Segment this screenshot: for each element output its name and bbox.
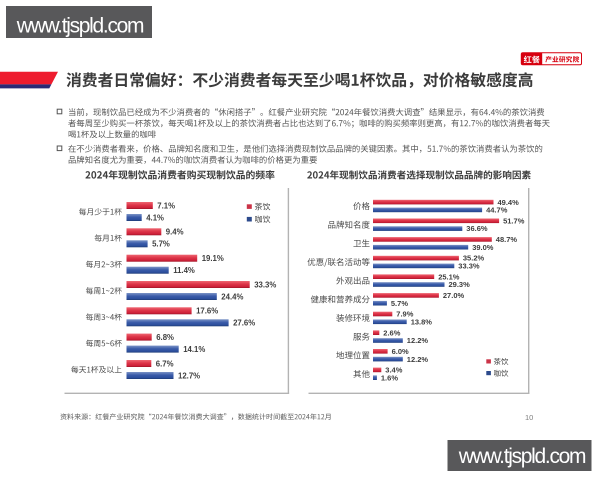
svg-text:5.7%: 5.7% <box>152 240 170 249</box>
svg-text:12.2%: 12.2% <box>407 355 429 364</box>
svg-text:25.1%: 25.1% <box>438 272 460 281</box>
svg-text:www.tjspld.com: www.tjspld.com <box>16 14 144 37</box>
svg-text:33.3%: 33.3% <box>254 280 276 289</box>
svg-text:11.4%: 11.4% <box>173 266 195 275</box>
svg-text:19.1%: 19.1% <box>202 254 224 263</box>
svg-text:48.7%: 48.7% <box>496 235 518 244</box>
svg-text:6.7%: 6.7% <box>156 359 174 368</box>
svg-text:14.1%: 14.1% <box>183 345 205 354</box>
svg-text:24.4%: 24.4% <box>221 292 243 301</box>
svg-text:7.9%: 7.9% <box>396 310 413 319</box>
svg-text:6.0%: 6.0% <box>392 347 409 356</box>
svg-text:39.0%: 39.0% <box>472 243 494 252</box>
svg-text:1.6%: 1.6% <box>381 373 398 382</box>
svg-text:6.8%: 6.8% <box>156 333 174 342</box>
svg-text:www.tjspld.com: www.tjspld.com <box>458 445 586 468</box>
svg-text:51.7%: 51.7% <box>503 216 525 225</box>
svg-text:3.4%: 3.4% <box>385 366 402 375</box>
svg-text:10: 10 <box>525 413 533 422</box>
svg-text:44.7%: 44.7% <box>486 206 508 215</box>
svg-text:2.6%: 2.6% <box>383 328 400 337</box>
svg-text:35.2%: 35.2% <box>463 254 485 263</box>
svg-text:27.0%: 27.0% <box>443 291 465 300</box>
svg-text:5.7%: 5.7% <box>391 299 408 308</box>
svg-text:12.7%: 12.7% <box>178 371 200 380</box>
svg-text:36.6%: 36.6% <box>466 224 488 233</box>
svg-text:13.8%: 13.8% <box>411 318 433 327</box>
svg-text:27.6%: 27.6% <box>233 319 255 328</box>
svg-text:4.1%: 4.1% <box>146 213 164 222</box>
svg-text:17.6%: 17.6% <box>196 307 218 316</box>
svg-text:12.2%: 12.2% <box>407 336 429 345</box>
svg-text:49.4%: 49.4% <box>498 198 520 207</box>
svg-text:33.3%: 33.3% <box>458 262 480 271</box>
svg-text:9.4%: 9.4% <box>166 228 184 237</box>
svg-text:29.3%: 29.3% <box>449 280 471 289</box>
svg-text:7.1%: 7.1% <box>157 201 175 210</box>
